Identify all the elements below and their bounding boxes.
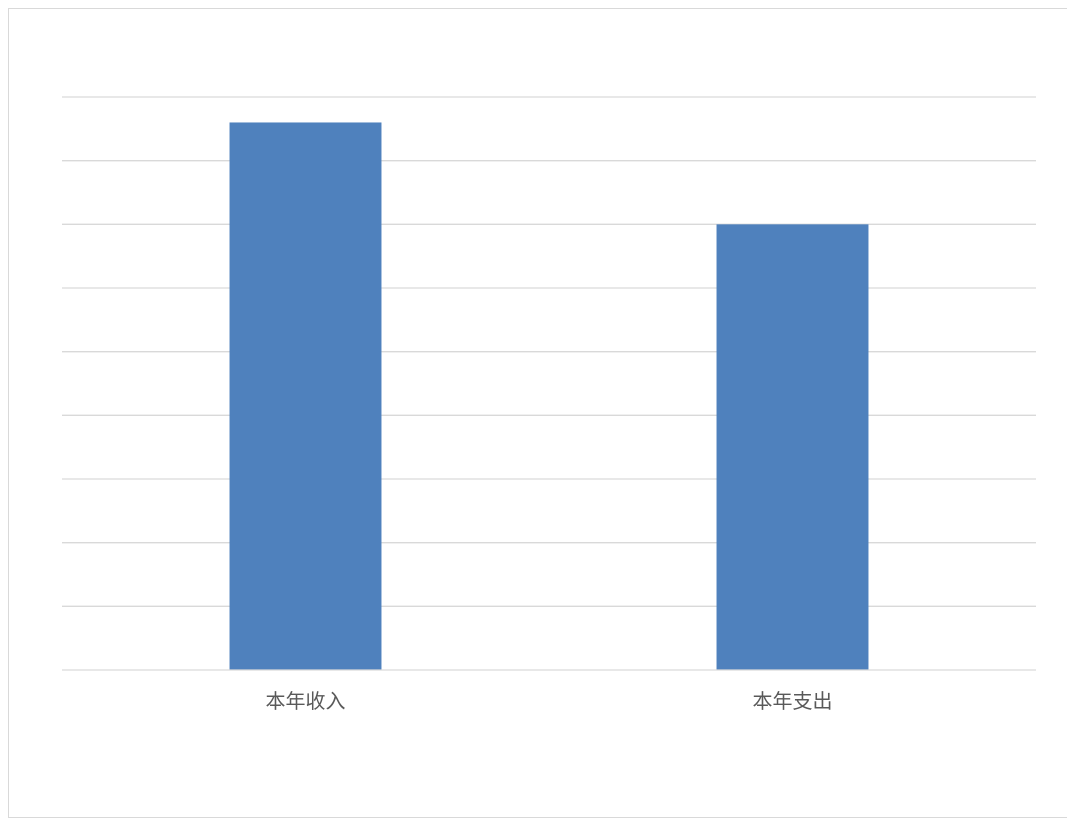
chart-frame — [8, 8, 1067, 818]
category-labels: 本年收入 本年支出 — [266, 689, 833, 713]
category-label: 本年支出 — [753, 689, 833, 713]
bars — [229, 122, 869, 671]
bar-2 — [716, 224, 869, 671]
category-label: 本年收入 — [266, 689, 346, 713]
bar-1 — [229, 122, 382, 670]
gridlines — [62, 96, 1036, 607]
